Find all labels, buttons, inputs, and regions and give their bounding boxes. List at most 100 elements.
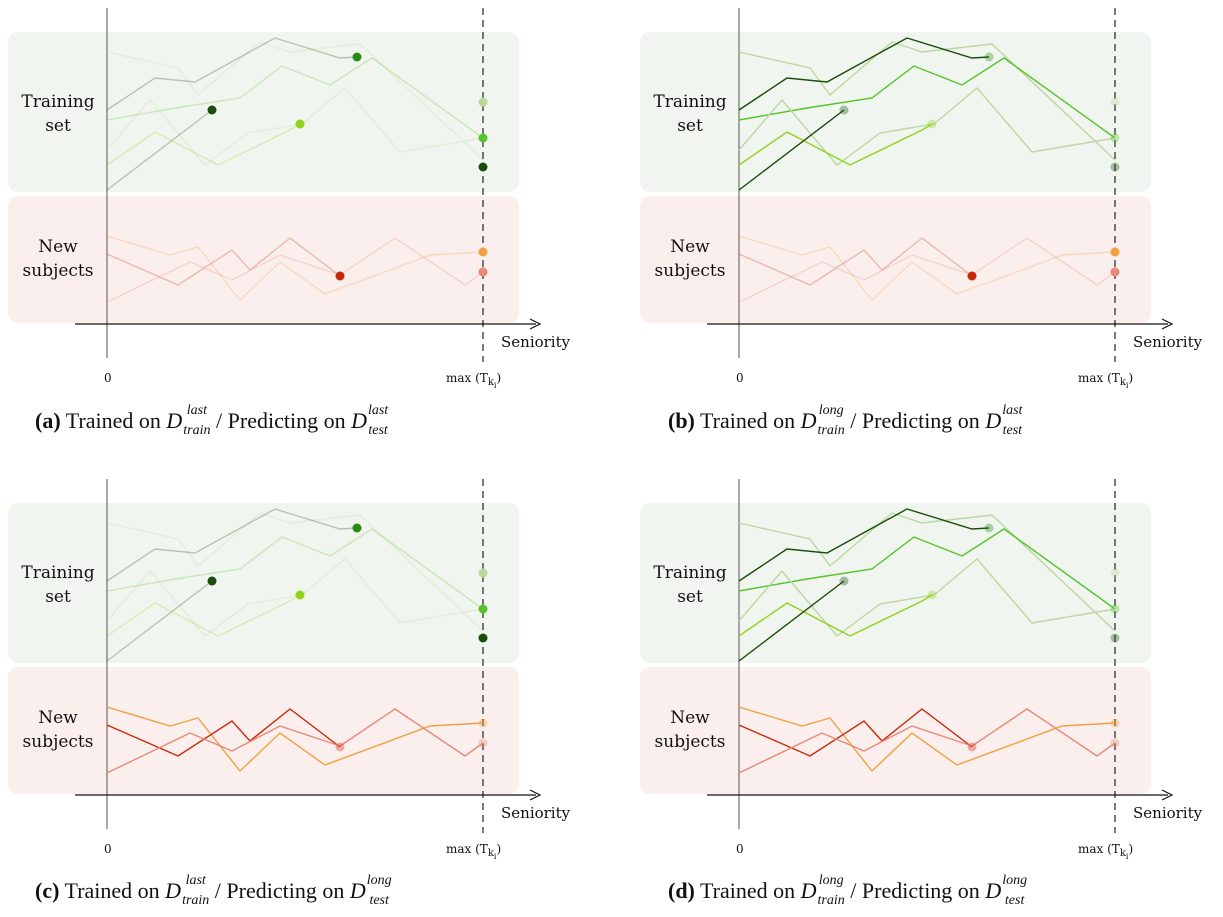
- training-trajectory-line: [106, 594, 301, 637]
- x-axis-arrow: [529, 789, 542, 801]
- new-subject-point: [1110, 738, 1120, 748]
- new-subject-point: [967, 742, 977, 752]
- new-subjects-label-2: subjects: [23, 732, 94, 752]
- diagram-d: Training set New subjects Seniority 0 max (Tki…: [640, 479, 1203, 861]
- x-tick-zero: 0: [736, 842, 744, 856]
- x-axis-arrow: [529, 318, 542, 330]
- training-set-label-2: set: [45, 116, 71, 136]
- training-point: [984, 523, 994, 533]
- dataset-symbol: D: [165, 878, 182, 903]
- training-trajectory-line: [106, 41, 484, 161]
- caption-train-sub: train: [183, 422, 211, 438]
- new-subjects-label: New: [38, 237, 78, 257]
- training-set-label: Training: [21, 92, 94, 112]
- dataset-symbol: D: [349, 878, 366, 903]
- training-set-band: [8, 503, 519, 663]
- panel-a: Training set New subjects Seniority 0 max (Tki…: [0, 0, 600, 395]
- new-subject-trajectory-line: [738, 708, 1116, 774]
- x-tick-zero: 0: [104, 371, 112, 385]
- training-point: [927, 119, 937, 129]
- caption-train-sup: long: [818, 872, 844, 888]
- training-point: [984, 52, 994, 62]
- diagram-b: Training set New subjects Seniority 0 max (Tki…: [640, 8, 1203, 390]
- training-trajectory-line: [106, 558, 484, 637]
- new-subject-point: [478, 718, 488, 728]
- panel-b: Training set New subjects Seniority 0 max (Tki…: [632, 0, 1222, 395]
- dataset-symbol: D: [351, 408, 367, 433]
- dataset-symbol: D: [985, 878, 1002, 903]
- panel-d: Training set New subjects Seniority 0 max (Tki…: [632, 471, 1222, 866]
- caption-train-sub: train: [817, 422, 845, 438]
- new-subject-point: [967, 271, 977, 281]
- training-trajectory-line: [106, 57, 484, 139]
- x-tick-max: max (Tki): [1078, 371, 1133, 390]
- training-point: [927, 590, 937, 600]
- x-tick-max: max (Tki): [1078, 842, 1133, 861]
- training-point: [478, 604, 488, 614]
- training-trajectory-line: [106, 123, 301, 166]
- training-point: [478, 162, 488, 172]
- training-point: [295, 590, 305, 600]
- training-point: [839, 576, 849, 586]
- new-subjects-label: New: [670, 708, 710, 728]
- training-point: [1110, 133, 1120, 143]
- new-subject-point: [478, 247, 488, 257]
- caption-train-sup: long: [818, 402, 844, 418]
- panel-c: Training set New subjects Seniority 0 max (Tki…: [0, 471, 600, 866]
- caption-test-sup: last: [1002, 402, 1023, 418]
- dataset-symbol: D: [166, 408, 183, 433]
- new-subject-point: [478, 738, 488, 748]
- new-subjects-label-2: subjects: [23, 261, 94, 281]
- new-subject-trajectory-line: [106, 706, 484, 773]
- training-trajectory-line: [738, 580, 845, 662]
- x-tick-zero: 0: [736, 371, 744, 385]
- dataset-symbol: D: [800, 878, 817, 903]
- training-set-band: [640, 503, 1151, 663]
- training-trajectory-line: [738, 528, 1116, 610]
- training-trajectory-line: [738, 508, 990, 582]
- training-point: [295, 119, 305, 129]
- training-trajectory-line: [738, 41, 1116, 161]
- training-trajectory-line: [738, 123, 933, 166]
- x-tick-max: max (Tki): [446, 371, 501, 390]
- new-subject-trajectory-line: [738, 708, 973, 757]
- new-subject-point: [335, 742, 345, 752]
- caption-test-sub: test: [369, 892, 389, 908]
- caption-trained-text: Trained on: [700, 408, 801, 433]
- caption-train-sup: last: [185, 872, 206, 888]
- new-subjects-label-2: subjects: [655, 732, 726, 752]
- diagram-c: Training set New subjects Seniority 0 max (Tki…: [8, 479, 571, 861]
- new-subject-trajectory-line: [738, 235, 1116, 302]
- new-subject-trajectory-line: [106, 235, 484, 302]
- training-set-label: Training: [653, 563, 726, 583]
- caption-tag: (b): [668, 408, 695, 433]
- caption-tag: (d): [668, 878, 695, 903]
- training-point: [207, 105, 217, 115]
- training-trajectory-line: [106, 87, 484, 166]
- training-point: [352, 523, 362, 533]
- training-point: [478, 133, 488, 143]
- training-set-label: Training: [653, 92, 726, 112]
- training-set-label-2: set: [45, 587, 71, 607]
- new-subject-trajectory-line: [738, 237, 973, 286]
- caption-sep-text: / Predicting on: [216, 408, 352, 433]
- new-subject-trajectory-line: [106, 237, 341, 286]
- new-subjects-label: New: [38, 708, 78, 728]
- caption-train-sup: last: [186, 402, 208, 418]
- training-set-label-2: set: [677, 587, 703, 607]
- new-subjects-label-2: subjects: [655, 261, 726, 281]
- training-trajectory-line: [106, 528, 484, 610]
- training-point: [352, 52, 362, 62]
- training-point: [207, 576, 217, 586]
- x-axis-label: Seniority: [1133, 804, 1203, 822]
- training-trajectory-line: [738, 109, 845, 191]
- new-subject-trajectory-line: [738, 706, 1116, 773]
- caption-sep-text: / Predicting on: [214, 878, 350, 903]
- caption-train-sub: train: [817, 892, 845, 908]
- x-axis-arrow: [1161, 318, 1174, 330]
- new-subject-point: [1110, 267, 1120, 277]
- x-axis-arrow: [1161, 789, 1174, 801]
